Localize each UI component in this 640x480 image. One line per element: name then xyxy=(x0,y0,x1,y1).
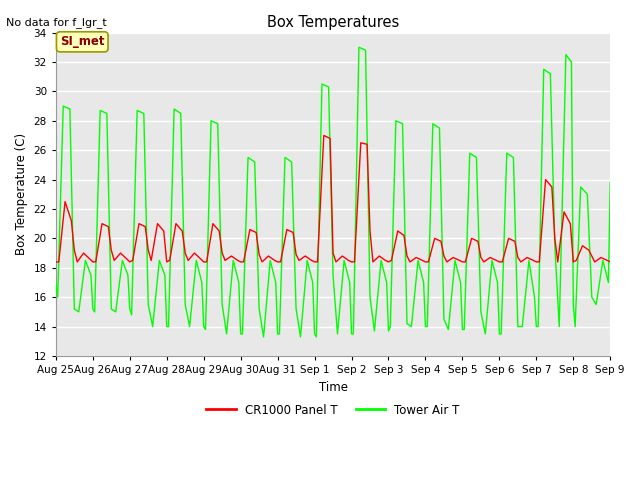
Title: Box Temperatures: Box Temperatures xyxy=(267,15,399,30)
Y-axis label: Box Temperature (C): Box Temperature (C) xyxy=(15,133,28,255)
Legend: CR1000 Panel T, Tower Air T: CR1000 Panel T, Tower Air T xyxy=(202,399,465,421)
Text: SI_met: SI_met xyxy=(60,36,104,48)
X-axis label: Time: Time xyxy=(319,381,348,394)
Text: No data for f_lgr_t: No data for f_lgr_t xyxy=(6,17,107,28)
